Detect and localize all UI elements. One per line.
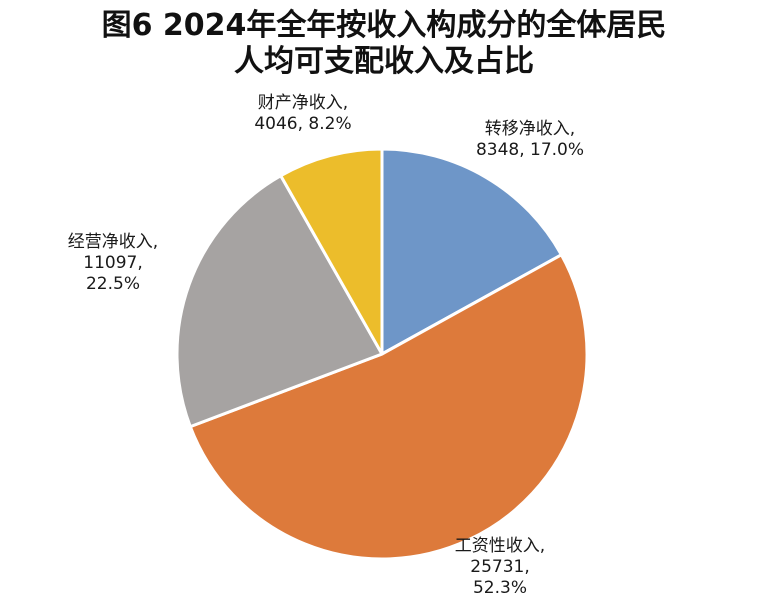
pie-labels: 转移净收入, 8348, 17.0% 工资性收入, 25731, 52.3% 经营净收入,… <box>68 93 584 598</box>
chart-title-line-2: 人均可支配收入及占比 <box>234 44 534 79</box>
pie-slice-2 <box>188 253 589 561</box>
chart-title-line-1: 图6 2024年全年按收入构成分的全体居民 <box>101 8 667 43</box>
slice-label-1: 转移净收入, 8348, 17.0% <box>476 119 584 160</box>
slice-label-line: 52.3% <box>473 578 527 598</box>
pie-slice-4 <box>279 147 384 356</box>
slice-label-line: 工资性收入, <box>455 536 545 556</box>
pie-slice-3 <box>175 174 384 429</box>
slice-label-line: 11097, <box>83 253 142 273</box>
slice-label-line: 4046, 8.2% <box>254 114 351 134</box>
slice-label-3: 经营净收入, 11097, 22.5% <box>68 232 158 294</box>
slice-label-line: 财产净收入, <box>258 93 348 113</box>
slice-label-line: 22.5% <box>86 274 140 294</box>
slice-label-line: 8348, 17.0% <box>476 140 584 160</box>
slice-label-4: 财产净收入, 4046, 8.2% <box>254 93 351 134</box>
slice-label-line: 转移净收入, <box>485 119 575 139</box>
slice-label-line: 经营净收入, <box>68 232 158 252</box>
pie-slices <box>175 147 589 561</box>
slice-label-line: 25731, <box>470 557 529 577</box>
slice-label-2: 工资性收入, 25731, 52.3% <box>455 536 545 598</box>
pie-slice-1 <box>380 147 563 356</box>
